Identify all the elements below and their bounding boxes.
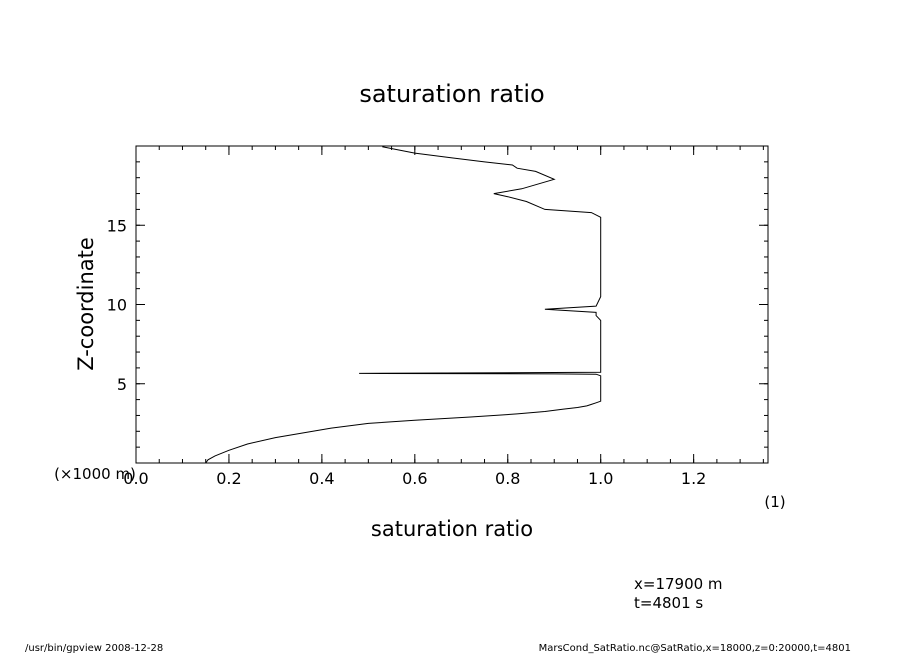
minor-ticks (135, 145, 768, 463)
series-line (205, 146, 602, 464)
x-unit-label: (1) (764, 493, 785, 511)
y-axis-title: Z-coordinate (74, 237, 98, 371)
x-axis-title: saturation ratio (371, 517, 533, 541)
footer-right: MarsCond_SatRatio.nc@SatRatio,x=18000,z=… (539, 643, 851, 654)
x-tick-label: 0.6 (402, 469, 427, 488)
y-axis-ticks: 5 10 15 (107, 216, 768, 394)
y-unit-label: (×1000 m) (54, 465, 136, 483)
plot-frame (135, 145, 769, 464)
x-tick-label: 0.2 (216, 469, 241, 488)
x-tick-label: 1.2 (681, 469, 706, 488)
x-coordinate-readout: x=17900 m (634, 575, 723, 593)
y-tick-label: 5 (117, 375, 127, 394)
x-tick-label: 1.0 (588, 469, 613, 488)
chart-title: saturation ratio (359, 80, 544, 108)
x-tick-label: 0.4 (309, 469, 334, 488)
time-readout: t=4801 s (634, 594, 703, 612)
x-tick-label: 0.8 (495, 469, 520, 488)
y-tick-label: 10 (107, 296, 127, 315)
x-axis-ticks: 0.0 0.2 0.4 0.6 0.8 1.0 1.2 (123, 146, 706, 488)
footer-left: /usr/bin/gpview 2008-12-28 (25, 643, 163, 654)
y-tick-label: 15 (107, 216, 127, 235)
x-tick-label: 0.0 (123, 469, 148, 488)
